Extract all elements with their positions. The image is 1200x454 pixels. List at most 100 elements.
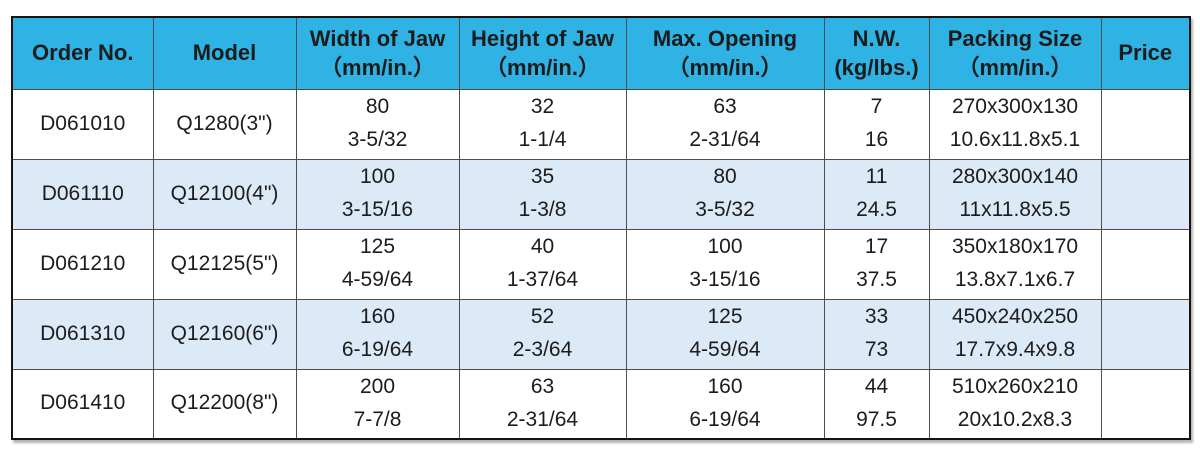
- column-unit: （mm/in.）: [485, 55, 600, 81]
- cell-value: 32: [530, 95, 555, 119]
- cell-value: 7: [870, 95, 883, 119]
- cell-value: Q1280(3"): [176, 111, 273, 135]
- product-spec-table: Order No. Model Width of Jaw （mm/in.） He…: [11, 16, 1191, 440]
- cell-value: 160: [707, 375, 743, 399]
- nw-cell: 33 73: [823, 298, 930, 370]
- width-of-jaw-cell: 80 3-5/32: [295, 88, 460, 160]
- cell-value: 1-3/8: [518, 198, 567, 221]
- cell-value: 1-1/4: [518, 128, 567, 151]
- order-no-cell: D061110: [11, 158, 154, 230]
- width-of-jaw-cell: 100 3-15/16: [295, 158, 460, 230]
- column-unit: （mm/in.）: [957, 55, 1073, 81]
- cell-value: 17.7x9.4x9.8: [954, 338, 1076, 361]
- cell-value: 4-59/64: [341, 268, 414, 291]
- column-unit: （mm/in.）: [320, 55, 435, 81]
- cell-value: 11x11.8x5.5: [959, 198, 1071, 221]
- price-cell: [1100, 368, 1191, 440]
- cell-value: 2-3/64: [512, 338, 573, 361]
- cell-value: 450x240x250: [951, 305, 1079, 329]
- cell-value: 11: [865, 165, 888, 189]
- height-of-jaw-cell: 40 1-37/64: [458, 228, 627, 300]
- nw-cell: 44 97.5: [823, 368, 930, 440]
- nw-cell: 17 37.5: [823, 228, 930, 300]
- order-no-cell: D061310: [11, 298, 154, 370]
- column-unit: (kg/lbs.): [834, 55, 919, 81]
- cell-value: D061210: [40, 251, 126, 275]
- cell-value: 35: [530, 165, 555, 189]
- cell-value: 3-15/16: [341, 198, 414, 221]
- order-no-cell: D061010: [11, 88, 154, 160]
- column-header-width-of-jaw: Width of Jaw （mm/in.）: [295, 16, 460, 90]
- column-label: Model: [192, 40, 257, 66]
- cell-value: D061410: [40, 391, 126, 415]
- max-opening-cell: 160 6-19/64: [625, 368, 825, 440]
- height-of-jaw-cell: 52 2-3/64: [458, 298, 627, 370]
- height-of-jaw-cell: 35 1-3/8: [458, 158, 627, 230]
- cell-value: 40: [530, 235, 555, 259]
- cell-value: 125: [707, 305, 743, 329]
- nw-cell: 11 24.5: [823, 158, 930, 230]
- cell-value: 33: [864, 305, 889, 329]
- column-header-packing-size: Packing Size （mm/in.）: [928, 16, 1102, 90]
- column-header-price: Price: [1100, 16, 1191, 90]
- column-header-model: Model: [152, 16, 297, 90]
- column-label: Price: [1118, 40, 1173, 66]
- cell-value: 280x300x140: [951, 165, 1079, 189]
- cell-value: 52: [530, 305, 555, 329]
- table-row: D061110 Q12100(4") 100 3-15/16 35 1-3/8 80 3-5/…: [11, 158, 1191, 230]
- cell-value: D061110: [41, 181, 124, 205]
- cell-value: 160: [359, 305, 396, 329]
- cell-value: 2-31/64: [689, 128, 761, 151]
- cell-value: 6-19/64: [341, 338, 414, 361]
- cell-value: 63: [713, 95, 737, 119]
- max-opening-cell: 63 2-31/64: [625, 88, 825, 160]
- cell-value: 80: [713, 165, 737, 189]
- nw-cell: 7 16: [823, 88, 930, 160]
- column-label: Packing Size: [947, 25, 1083, 51]
- price-cell: [1100, 298, 1191, 370]
- cell-value: 13.8x7.1x6.7: [954, 268, 1076, 291]
- cell-value: 100: [359, 165, 396, 189]
- product-spec-table-container: Order No. Model Width of Jaw （mm/in.） He…: [11, 16, 1191, 440]
- cell-value: 17: [864, 235, 889, 259]
- order-no-cell: D061410: [11, 368, 154, 440]
- packing-size-cell: 510x260x210 20x10.2x8.3: [928, 368, 1102, 440]
- cell-value: 80: [365, 95, 390, 119]
- cell-value: 44: [864, 375, 889, 399]
- table-row: D061310 Q12160(6") 160 6-19/64 52 2-3/64 125 4-…: [11, 298, 1191, 370]
- price-cell: [1100, 158, 1191, 230]
- cell-value: 350x180x170: [951, 235, 1079, 259]
- column-label: N.W.: [852, 25, 901, 51]
- width-of-jaw-cell: 200 7-7/8: [295, 368, 460, 440]
- cell-value: 3-15/16: [689, 268, 761, 291]
- height-of-jaw-cell: 32 1-1/4: [458, 88, 627, 160]
- cell-value: 24.5: [856, 198, 897, 221]
- max-opening-cell: 125 4-59/64: [625, 298, 825, 370]
- column-header-height-of-jaw: Height of Jaw （mm/in.）: [458, 16, 627, 90]
- packing-size-cell: 280x300x140 11x11.8x5.5: [928, 158, 1102, 230]
- cell-value: 4-59/64: [689, 338, 761, 361]
- cell-value: 7-7/8: [353, 407, 402, 431]
- cell-value: 2-31/64: [506, 407, 579, 431]
- cell-value: 37.5: [856, 268, 897, 291]
- packing-size-cell: 450x240x250 17.7x9.4x9.8: [928, 298, 1102, 370]
- cell-value: 63: [530, 375, 555, 399]
- cell-value: 200: [359, 375, 396, 399]
- column-label: Width of Jaw: [309, 25, 446, 51]
- packing-size-cell: 270x300x130 10.6x11.8x5.1: [928, 88, 1102, 160]
- cell-value: Q12100(4"): [170, 181, 279, 205]
- max-opening-cell: 100 3-15/16: [625, 228, 825, 300]
- height-of-jaw-cell: 63 2-31/64: [458, 368, 627, 440]
- cell-value: 6-19/64: [689, 407, 761, 431]
- column-header-nw: N.W. (kg/lbs.): [823, 16, 930, 90]
- column-header-order-no: Order No.: [11, 16, 154, 90]
- cell-value: 270x300x130: [951, 95, 1079, 119]
- model-cell: Q1280(3"): [152, 88, 297, 160]
- width-of-jaw-cell: 125 4-59/64: [295, 228, 460, 300]
- table-header: Order No. Model Width of Jaw （mm/in.） He…: [11, 16, 1191, 90]
- cell-value: 1-37/64: [506, 268, 579, 291]
- cell-value: D061310: [40, 321, 126, 345]
- cell-value: 20x10.2x8.3: [957, 407, 1073, 431]
- cell-value: D061010: [40, 111, 126, 135]
- table-row: D061410 Q12200(8") 200 7-7/8 63 2-31/64 160 6-1…: [11, 368, 1191, 440]
